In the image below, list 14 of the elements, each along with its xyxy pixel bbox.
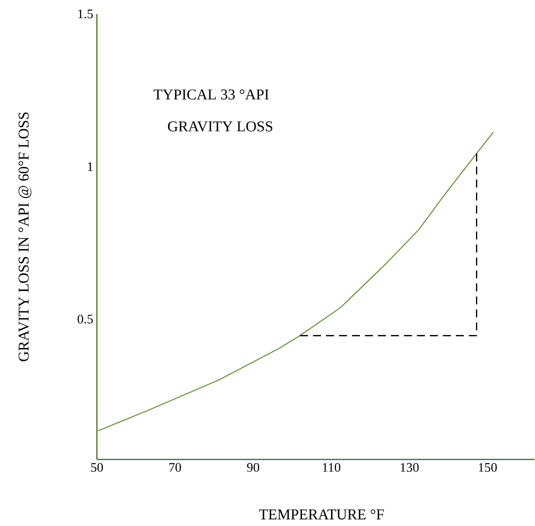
y-tick-label: 1: [88, 162, 93, 171]
x-axis-title: TEMPERATURE °F: [259, 509, 384, 520]
x-tick-label: 70: [169, 462, 182, 472]
x-tick-label: 110: [322, 462, 340, 472]
x-tick-label: 130: [400, 462, 419, 472]
annotation: TYPICAL 33 °API: [154, 89, 269, 100]
x-tick-label: 150: [478, 462, 497, 472]
y-tick-label: 0.5: [78, 314, 93, 324]
y-axis-title: GRAVITY LOSS IN °API @ 60°F LOSS: [18, 112, 32, 362]
x-tick-label: 90: [247, 462, 260, 472]
line-series: [98, 131, 494, 432]
annotation: GRAVITY LOSS: [168, 121, 272, 132]
x-tick-label: 50: [91, 462, 103, 472]
y-tick-label: 1.5: [78, 9, 93, 18]
